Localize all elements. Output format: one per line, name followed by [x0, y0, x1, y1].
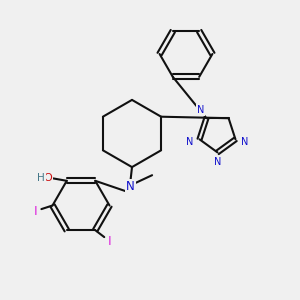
Text: N: N	[126, 180, 135, 193]
Text: N: N	[214, 157, 221, 167]
Text: N: N	[241, 137, 249, 147]
Text: N: N	[186, 137, 194, 147]
Text: O: O	[44, 173, 52, 183]
Text: I: I	[108, 235, 112, 248]
Text: H: H	[38, 173, 45, 183]
Text: I: I	[34, 205, 37, 218]
Text: N: N	[197, 105, 204, 115]
